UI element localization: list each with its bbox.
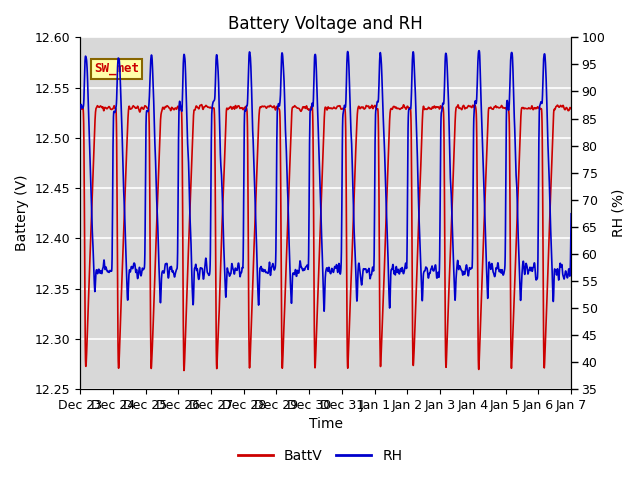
BattV [340,106,348,111]
BattV [351,187,358,193]
BattV [214,351,221,357]
Text: SW_met: SW_met [94,62,140,75]
Y-axis label: Battery (V): Battery (V) [15,175,29,252]
Line: BattV: BattV [80,105,571,371]
BattV [180,368,188,373]
X-axis label: Time: Time [308,418,342,432]
BattV [538,110,546,116]
BattV [198,102,205,108]
RH [350,228,358,234]
BattV [76,103,84,109]
Legend: BattV, RH: BattV, RH [232,443,408,468]
RH [340,109,348,115]
RH [538,101,546,107]
RH [475,48,483,53]
RH [468,265,476,271]
BattV [468,104,476,110]
BattV [567,106,575,112]
RH [320,308,328,314]
RH [213,53,221,59]
Title: Battery Voltage and RH: Battery Voltage and RH [228,15,423,33]
RH [567,211,575,216]
Line: RH: RH [80,50,571,311]
RH [76,107,84,112]
BattV [524,106,532,111]
Y-axis label: RH (%): RH (%) [611,189,625,238]
RH [524,271,532,276]
